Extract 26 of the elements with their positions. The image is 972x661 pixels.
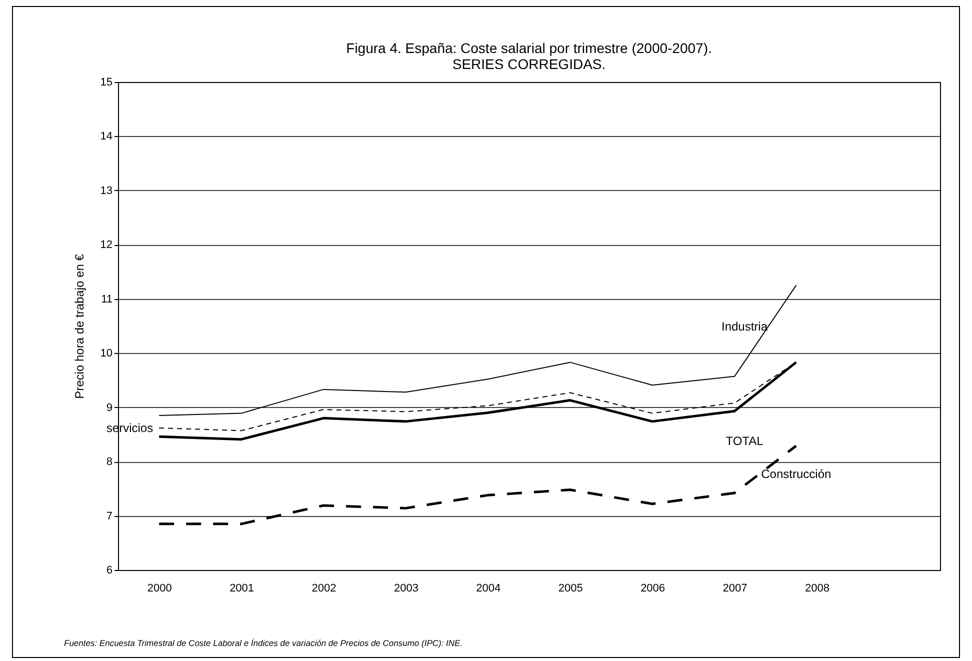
x-tick-label: 2008 <box>804 582 830 594</box>
x-tick-label: 2001 <box>230 582 254 594</box>
source-note: Fuentes: Encuesta Trimestral de Coste Laboral e Índices de variación de Precios de Consumo (IPC): INE. <box>64 638 463 648</box>
y-tick-label: 13 <box>100 184 112 197</box>
x-tick-label: 2002 <box>312 582 336 594</box>
x-tick-label: 2005 <box>558 582 583 594</box>
x-tick-label: 2003 <box>394 582 418 594</box>
x-tick-label: 2006 <box>640 582 666 594</box>
x-tick-label: 2004 <box>476 582 501 594</box>
y-axis-title: Precio hora de trabajo en € <box>72 254 86 399</box>
series-label: Construcción <box>761 466 832 481</box>
y-tick-label: 9 <box>106 402 112 414</box>
series-label: TOTAL <box>726 434 764 448</box>
chart-subtitle: SERIES CORREGIDAS. <box>452 56 606 72</box>
y-tick-label: 7 <box>106 510 112 522</box>
y-tick-label: 8 <box>106 456 112 468</box>
x-tick-label: 2000 <box>147 582 172 594</box>
y-tick-label: 12 <box>100 239 112 252</box>
y-tick-label: 11 <box>101 293 112 306</box>
y-tick-label: 14 <box>100 130 112 143</box>
chart-title: Figura 4. España: Coste salarial por trimestre (2000-2007). <box>346 40 712 56</box>
y-tick-label: 6 <box>106 564 112 576</box>
y-tick-label: 15 <box>100 76 112 88</box>
x-tick-label: 2007 <box>722 582 748 594</box>
series-label: Industria <box>721 319 768 334</box>
y-tick-label: 10 <box>100 348 112 360</box>
